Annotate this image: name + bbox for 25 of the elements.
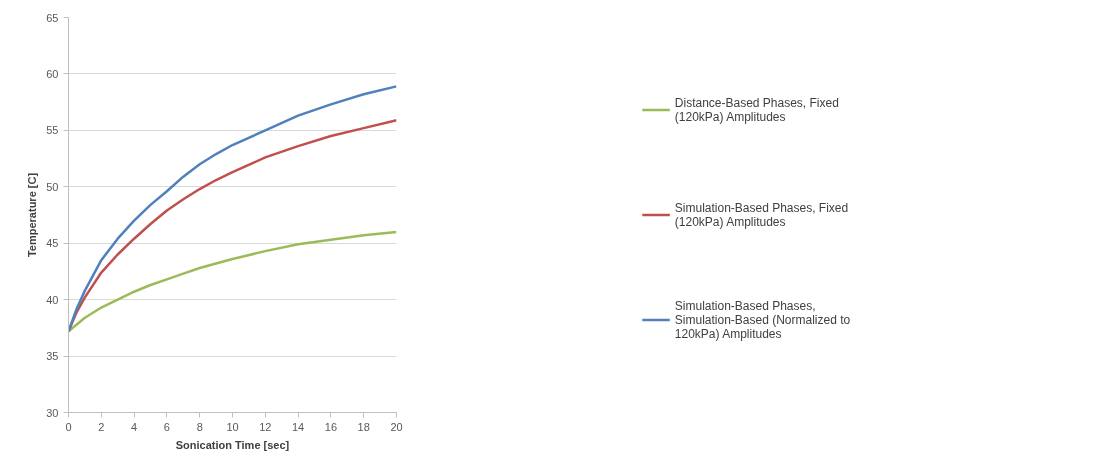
x-tick-label: 0: [65, 420, 72, 433]
y-tick-label: 35: [46, 350, 59, 363]
x-tick-label: 14: [291, 420, 305, 433]
x-tick-label: 18: [357, 420, 370, 433]
x-tick-label: 16: [324, 420, 338, 433]
x-tick-label: 10: [226, 420, 239, 433]
y-tick-label: 55: [46, 124, 59, 137]
y-tick-label: 40: [46, 293, 59, 306]
x-tick-label: 12: [259, 420, 272, 433]
y-tick-label: 45: [46, 237, 59, 250]
x-tick-label: 20: [390, 420, 403, 433]
x-axis-title: Sonication Time [sec]: [175, 438, 290, 451]
x-tick-label: 2: [98, 420, 105, 433]
legend-label: Simulation-Based Phases, Simulation-Based (Normalized to 120kPa) Amplitudes: [674, 297, 851, 342]
line-series: [68, 230, 397, 333]
y-tick-label: 65: [46, 11, 59, 24]
y-axis-title: Temperature [C]: [26, 172, 39, 258]
x-tick-label: 6: [163, 420, 170, 433]
x-tick-label: 4: [131, 420, 138, 433]
legend-label: Distance-Based Phases, Fixed (120kPa) Amplitudes: [674, 94, 839, 126]
y-tick-label: 50: [46, 180, 59, 193]
y-tick-label: 30: [46, 406, 59, 419]
x-tick-label: 8: [196, 420, 203, 433]
legend-label: Simulation-Based Phases, Fixed (120kPa) Amplitudes: [674, 199, 849, 231]
y-tick-label: 60: [46, 67, 59, 80]
